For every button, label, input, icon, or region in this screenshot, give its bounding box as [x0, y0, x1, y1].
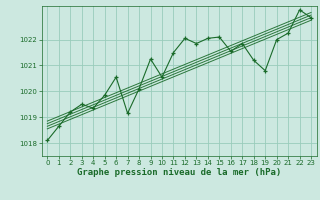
X-axis label: Graphe pression niveau de la mer (hPa): Graphe pression niveau de la mer (hPa) [77, 168, 281, 177]
